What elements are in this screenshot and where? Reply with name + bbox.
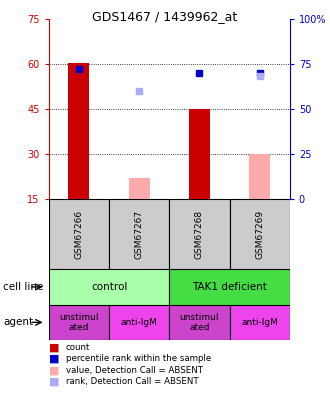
Text: ■: ■ — [49, 343, 59, 352]
Bar — [169, 199, 230, 269]
Bar — [189, 109, 210, 199]
Text: control: control — [91, 282, 127, 292]
Bar — [249, 154, 270, 199]
Text: anti-IgM: anti-IgM — [241, 318, 278, 327]
Text: ■: ■ — [49, 354, 59, 364]
Text: cell line: cell line — [3, 282, 44, 292]
Bar — [109, 305, 169, 340]
Text: GSM67269: GSM67269 — [255, 210, 264, 259]
Bar — [49, 199, 109, 269]
Bar — [49, 269, 169, 305]
Bar — [49, 305, 109, 340]
Bar — [129, 178, 150, 199]
Text: GSM67266: GSM67266 — [75, 210, 83, 259]
Text: TAK1 deficient: TAK1 deficient — [192, 282, 267, 292]
Bar — [109, 199, 169, 269]
Bar — [169, 305, 230, 340]
Text: count: count — [66, 343, 90, 352]
Text: agent: agent — [3, 318, 33, 327]
Text: GSM67267: GSM67267 — [135, 210, 144, 259]
Text: GSM67268: GSM67268 — [195, 210, 204, 259]
Text: ■: ■ — [49, 365, 59, 375]
Text: unstimul
ated: unstimul ated — [59, 313, 99, 332]
Bar — [68, 63, 89, 199]
Bar — [230, 305, 290, 340]
Text: value, Detection Call = ABSENT: value, Detection Call = ABSENT — [66, 366, 203, 375]
Text: anti-IgM: anti-IgM — [121, 318, 158, 327]
Bar — [230, 199, 290, 269]
Bar — [169, 269, 290, 305]
Text: rank, Detection Call = ABSENT: rank, Detection Call = ABSENT — [66, 377, 199, 386]
Text: ■: ■ — [49, 377, 59, 386]
Text: unstimul
ated: unstimul ated — [180, 313, 219, 332]
Text: percentile rank within the sample: percentile rank within the sample — [66, 354, 211, 363]
Text: GDS1467 / 1439962_at: GDS1467 / 1439962_at — [92, 10, 238, 23]
